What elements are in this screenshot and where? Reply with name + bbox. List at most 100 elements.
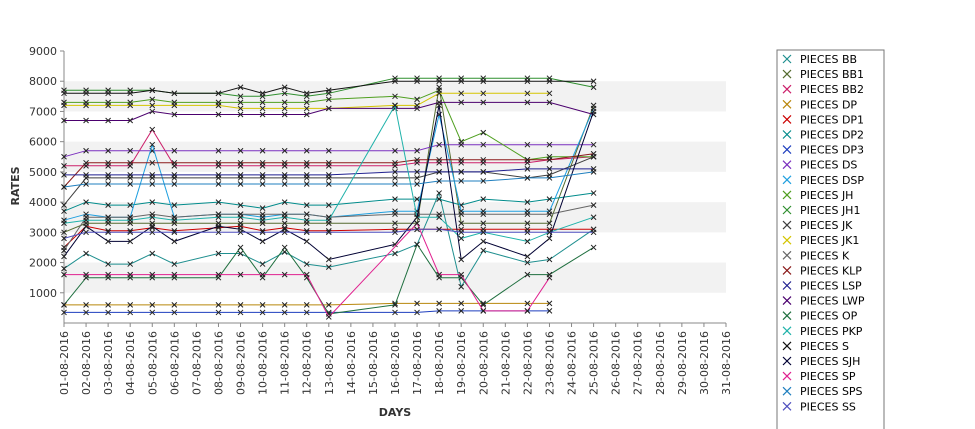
data-point-marker [61,162,67,169]
legend-entry: PIECES SS [800,400,856,413]
data-point-marker [546,220,553,227]
data-point-marker [61,265,67,272]
data-point-marker [259,99,266,106]
data-point-marker [83,302,89,308]
data-point-marker [458,211,465,218]
series-path [63,225,594,248]
data-point-marker [215,271,222,278]
data-point-marker [259,211,266,218]
data-point-marker [149,159,156,166]
x-tick-label: 21-08-2016 [499,331,512,395]
data-point-marker [325,314,332,320]
data-point-marker [83,271,89,278]
data-point-marker [281,181,288,187]
legend-marker [782,220,792,230]
x-tick-label: 16-08-2016 [389,331,402,395]
data-point-marker [171,202,178,208]
data-point-marker [149,223,156,230]
data-point-marker [281,302,288,308]
data-point-marker [127,217,134,224]
data-point-marker [281,244,288,251]
data-point-marker [259,309,266,316]
data-point-marker [215,302,222,308]
y-axis-label: RATES [9,166,22,205]
legend-entry: PIECES DSP [800,174,864,187]
y-tick-label: 1000 [29,287,57,300]
x-tick-label: 07-08-2016 [190,331,203,395]
data-point-marker [83,181,89,187]
data-point-marker [325,256,332,263]
legend-marker [782,265,792,275]
data-point-marker [171,111,178,118]
data-point-marker [105,90,111,97]
data-point-marker [171,302,178,308]
legend-entry: PIECES BB1 [800,68,864,81]
data-point-marker [392,159,398,166]
data-point-marker [436,196,442,202]
data-point-marker [392,175,398,181]
legend-entry: PIECES SPS [800,385,863,398]
data-point-marker [105,117,111,124]
x-tick-label: 27-08-2016 [632,331,645,395]
data-point-marker [325,87,332,94]
data-point-marker [303,211,310,218]
x-tick-label: 10-08-2016 [257,331,270,395]
data-point-marker [524,253,531,260]
data-point-marker [590,244,597,251]
data-point-marker [524,156,531,163]
data-point-marker [414,241,420,248]
data-point-marker [325,96,332,103]
data-point-marker [524,308,531,314]
legend-marker [782,296,792,306]
data-point-marker [590,190,597,196]
data-point-marker [281,159,288,166]
data-point-marker [392,220,398,227]
data-point-marker [436,90,442,97]
data-point-marker [281,105,288,112]
data-point-marker [281,271,288,278]
data-point-marker [524,166,531,172]
legend-entry: PIECES OP [800,310,858,323]
data-point-marker [524,211,531,218]
data-point-marker [480,308,487,314]
data-point-marker [392,241,398,248]
data-point-marker [303,147,310,154]
data-point-marker [215,147,222,154]
data-point-marker [105,271,111,278]
data-point-marker [414,96,420,103]
data-point-marker [61,302,67,308]
series-path [63,103,594,242]
data-point-marker [458,235,465,242]
data-point-marker [237,159,244,166]
series-path [63,144,594,158]
data-point-marker [237,111,244,118]
data-point-marker [61,235,67,242]
data-point-marker [105,181,111,187]
x-tick-label: 22-08-2016 [521,331,534,395]
data-point-marker [149,126,156,133]
data-point-marker [281,214,288,221]
data-point-marker [480,78,487,85]
data-point-marker [414,300,420,307]
data-point-marker [436,178,442,184]
data-point-marker [83,223,89,230]
series-path [63,191,594,288]
data-point-marker [546,99,553,106]
x-tick-label: 20-08-2016 [477,331,490,395]
grid-band [64,202,726,233]
data-point-marker [281,309,288,316]
data-point-marker [392,250,398,257]
data-point-marker [480,141,487,148]
data-point-marker [414,309,420,316]
data-point-marker [215,223,222,230]
data-point-marker [480,238,487,245]
legend-entry: PIECES DP3 [800,144,864,157]
x-tick-label: 23-08-2016 [543,331,556,395]
data-point-marker [325,229,332,236]
data-point-marker [436,271,442,278]
y-axis-ticks: 1000 2000 3000 4000 5000 6000 7000 8000 9000 [29,45,64,300]
data-point-marker [259,105,266,112]
data-point-marker [458,99,465,106]
data-point-marker [414,105,420,112]
